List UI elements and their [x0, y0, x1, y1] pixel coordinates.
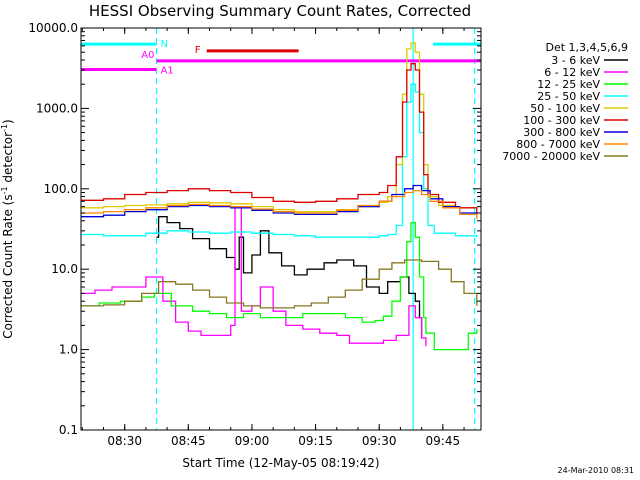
legend-label-9: 7000 - 20000 keV: [502, 150, 600, 163]
series-line-2: [81, 205, 427, 347]
chart-title: HESSI Observing Summary Count Rates, Cor…: [89, 2, 471, 20]
flag-label-n: N: [161, 39, 168, 50]
flag-label-a0: A0: [141, 50, 154, 61]
x-tick-label-6: 09:45: [426, 434, 461, 448]
y-axis: 0.1 1.0 10.0 100.0 1000.0 10000.0: [28, 21, 481, 437]
legend-label-7: 300 - 800 keV: [523, 126, 600, 139]
series-line-8: [81, 189, 478, 220]
y-axis-label: Corrected Count Rate (s-1 detector-1): [0, 119, 15, 338]
x-tick-label-5: 09:30: [362, 434, 397, 448]
legend-header: Det 1,3,4,5,6,9: [545, 41, 628, 54]
legend-label-1: 3 - 6 keV: [551, 54, 600, 67]
legend-label-8: 800 - 7000 keV: [516, 138, 600, 151]
y-tick-label-2: 1.0: [59, 343, 78, 357]
flag-label-a1: A1: [161, 65, 174, 76]
legend-label-6: 100 - 300 keV: [523, 114, 600, 127]
y-tick-label-3: 10.0: [51, 262, 78, 276]
plot-frame: [80, 27, 482, 431]
legend-label-2: 6 - 12 keV: [544, 66, 600, 79]
y-tick-label-5: 1000.0: [36, 101, 78, 115]
series-line-3: [81, 221, 478, 351]
x-tick-label-4: 09:15: [298, 434, 333, 448]
series-line-6: [81, 63, 478, 215]
legend-label-3: 12 - 25 keV: [537, 78, 600, 91]
series-line-7: [81, 184, 478, 218]
plot-area: N F A0 A1: [81, 28, 481, 430]
series-line-4: [81, 83, 478, 238]
legend-label-5: 50 - 100 keV: [530, 102, 600, 115]
y-tick-label-1: 0.1: [59, 423, 78, 437]
flag-label-f: F: [195, 45, 201, 56]
x-axis: 08:30 08:45 09:00 09:15 09:30 09:45: [81, 28, 465, 448]
y-tick-label-4: 100.0: [44, 182, 78, 196]
x-axis-label: Start Time (12-May-05 08:19:42): [182, 456, 379, 470]
x-tick-label-1: 08:30: [107, 434, 142, 448]
x-tick-label-3: 09:00: [235, 434, 270, 448]
series-line-9: [81, 259, 478, 309]
x-tick-label-2: 08:45: [171, 434, 206, 448]
legend-label-4: 25 - 50 keV: [537, 90, 600, 103]
y-tick-label-6: 10000.0: [28, 21, 78, 35]
footer-timestamp: 24-Mar-2010 08:31: [558, 466, 635, 475]
